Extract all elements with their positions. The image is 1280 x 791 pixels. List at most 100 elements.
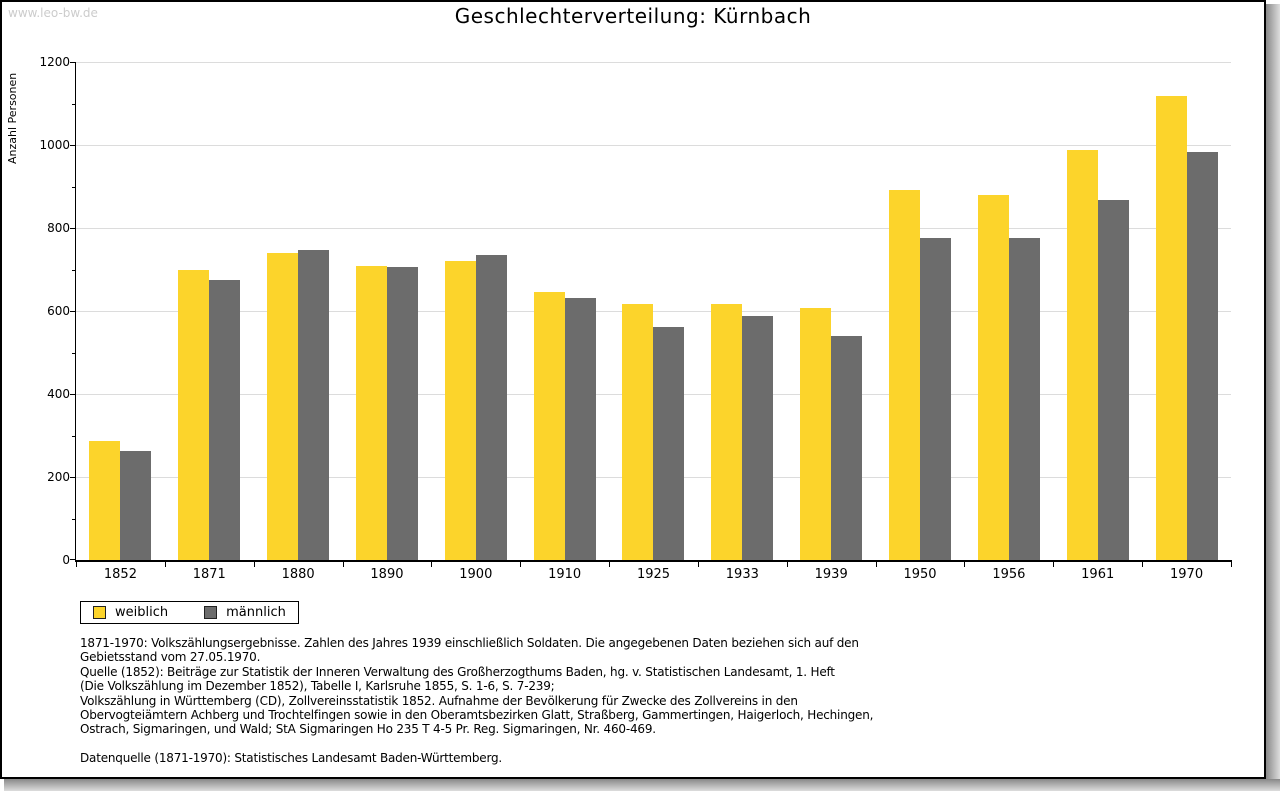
watermark: www.leo-bw.de <box>8 6 98 20</box>
y-tick-label-200: 200 <box>47 470 70 484</box>
bar-group-1925 <box>609 62 698 560</box>
legend: weiblich männlich <box>80 601 299 624</box>
x-tick-1 <box>164 560 166 567</box>
bar-weiblich-1900 <box>444 261 476 560</box>
x-tick-label-1910: 1910 <box>548 567 582 582</box>
bar-groups-container <box>76 62 1231 560</box>
x-tick-label-1956: 1956 <box>992 567 1026 582</box>
y-axis-title: Anzahl Personen <box>6 72 19 164</box>
y-tick-label-1000: 1000 <box>39 138 70 152</box>
y-tick-900 <box>72 186 76 188</box>
bar-weiblich-1910 <box>533 291 565 560</box>
x-tick-label-1890: 1890 <box>370 567 404 582</box>
x-tick-label-1933: 1933 <box>725 567 759 582</box>
x-tick-0 <box>76 560 77 567</box>
gridline-800 <box>76 228 1231 229</box>
y-tick-600 <box>70 311 76 312</box>
x-tick-10 <box>964 560 966 567</box>
page-shadow-right <box>1266 4 1280 781</box>
legend-item-weiblich: weiblich <box>93 605 168 620</box>
x-tick-label-1961: 1961 <box>1081 567 1115 582</box>
chart-page: www.leo-bw.de Geschlechterverteilung: Kü… <box>0 0 1266 779</box>
y-tick-label-1200: 1200 <box>39 55 70 69</box>
bar-männlich-1956 <box>1008 237 1040 560</box>
x-tick-3 <box>342 560 344 567</box>
bar-group-1961 <box>1053 62 1142 560</box>
x-tick-label-1852: 1852 <box>103 567 137 582</box>
y-tick-700 <box>72 269 76 271</box>
footnote-line-5: Volkszählung in Württemberg (CD), Zollve… <box>80 693 798 708</box>
y-tick-label-600: 600 <box>47 304 70 318</box>
page-shadow-bottom <box>4 779 1280 791</box>
y-tick-1000 <box>70 145 76 146</box>
legend-swatch-männlich <box>204 606 218 619</box>
footnote-line-2: Gebietsstand vom 27.05.1970. <box>80 650 261 665</box>
gridline-1200 <box>76 62 1231 63</box>
y-tick-label-400: 400 <box>47 387 70 401</box>
y-tick-500 <box>72 352 76 354</box>
bar-weiblich-1890 <box>355 266 387 560</box>
legend-swatch-weiblich <box>93 606 106 619</box>
bar-group-1970 <box>1142 62 1231 560</box>
y-tick-1200 <box>70 62 76 63</box>
bar-weiblich-1956 <box>977 194 1009 560</box>
bar-männlich-1900 <box>475 254 507 560</box>
y-tick-100 <box>72 518 76 520</box>
y-tick-label-0: 0 <box>62 553 70 567</box>
y-tick-300 <box>72 435 76 437</box>
x-tick-label-1900: 1900 <box>459 567 493 582</box>
bar-group-1900 <box>431 62 520 560</box>
plot-area: 0 200 400 600 800 1000 1200 1852 1871 1880 1890 19… <box>39 55 1232 582</box>
x-tick-12 <box>1142 560 1144 567</box>
bar-group-1939 <box>787 62 876 560</box>
x-tick-label-1950: 1950 <box>903 567 937 582</box>
bar-group-1852 <box>76 62 165 560</box>
bar-weiblich-1852 <box>89 441 121 560</box>
x-tick-13 <box>1231 560 1232 567</box>
x-tick-5 <box>520 560 522 567</box>
x-tick-label-1871: 1871 <box>192 567 226 582</box>
bar-weiblich-1933 <box>711 303 743 560</box>
bar-weiblich-1925 <box>622 304 654 560</box>
datasource-line: Datenquelle (1871-1970): Statistisches L… <box>80 750 503 765</box>
bar-männlich-1871 <box>209 279 241 560</box>
bar-group-1956 <box>964 62 1053 560</box>
bar-weiblich-1939 <box>800 308 832 560</box>
bar-group-1950 <box>876 62 965 560</box>
footnotes: 1871-1970: Volkszählungsergebnisse. Zahl… <box>80 636 873 765</box>
bar-männlich-1933 <box>742 315 774 560</box>
bar-männlich-1852 <box>120 451 152 560</box>
footnote-line-3: Quelle (1852): Beiträge zur Statistik de… <box>80 664 835 679</box>
x-tick-7 <box>697 560 699 567</box>
bar-männlich-1880 <box>298 250 330 560</box>
bar-group-1880 <box>254 62 343 560</box>
x-tick-6 <box>609 560 611 567</box>
chart-title: Geschlechterverteilung: Kürnbach <box>454 4 812 28</box>
legend-item-männlich: männlich <box>204 605 286 620</box>
x-tick-label-1925: 1925 <box>636 567 671 582</box>
x-tick-2 <box>253 560 255 567</box>
footnote-line-4: (Die Volkszählung im Dezember 1852), Tab… <box>80 679 555 694</box>
y-tick-label-800: 800 <box>47 221 70 235</box>
footnote-line-7: Ostrach, Sigmaringen, und Wald; StA Sigm… <box>80 722 656 737</box>
bar-group-1933 <box>698 62 787 560</box>
bar-group-1871 <box>165 62 254 560</box>
x-tick-4 <box>431 560 433 567</box>
footnote-line-1: 1871-1970: Volkszählungsergebnisse. Zahl… <box>80 636 859 650</box>
bar-weiblich-1970 <box>1155 96 1187 560</box>
y-tick-400 <box>70 394 76 395</box>
x-tick-label-1880: 1880 <box>281 567 315 582</box>
bar-männlich-1961 <box>1097 200 1129 560</box>
bar-group-1910 <box>520 62 609 560</box>
x-labels-container: 1852 1871 1880 1890 1900 1910 1925 1933 1939 1950… <box>76 567 1231 582</box>
bar-männlich-1939 <box>831 335 863 560</box>
bar-weiblich-1871 <box>178 270 210 560</box>
gridline-1000 <box>76 145 1231 146</box>
bar-weiblich-1880 <box>267 252 299 560</box>
bar-männlich-1925 <box>653 326 685 560</box>
legend-label-weiblich: weiblich <box>115 605 169 620</box>
footnote-lines: 1871-1970: Volkszählungsergebnisse. Zahl… <box>80 636 873 737</box>
bar-männlich-1970 <box>1186 152 1218 560</box>
x-tick-9 <box>875 560 877 567</box>
bar-weiblich-1961 <box>1066 149 1098 560</box>
